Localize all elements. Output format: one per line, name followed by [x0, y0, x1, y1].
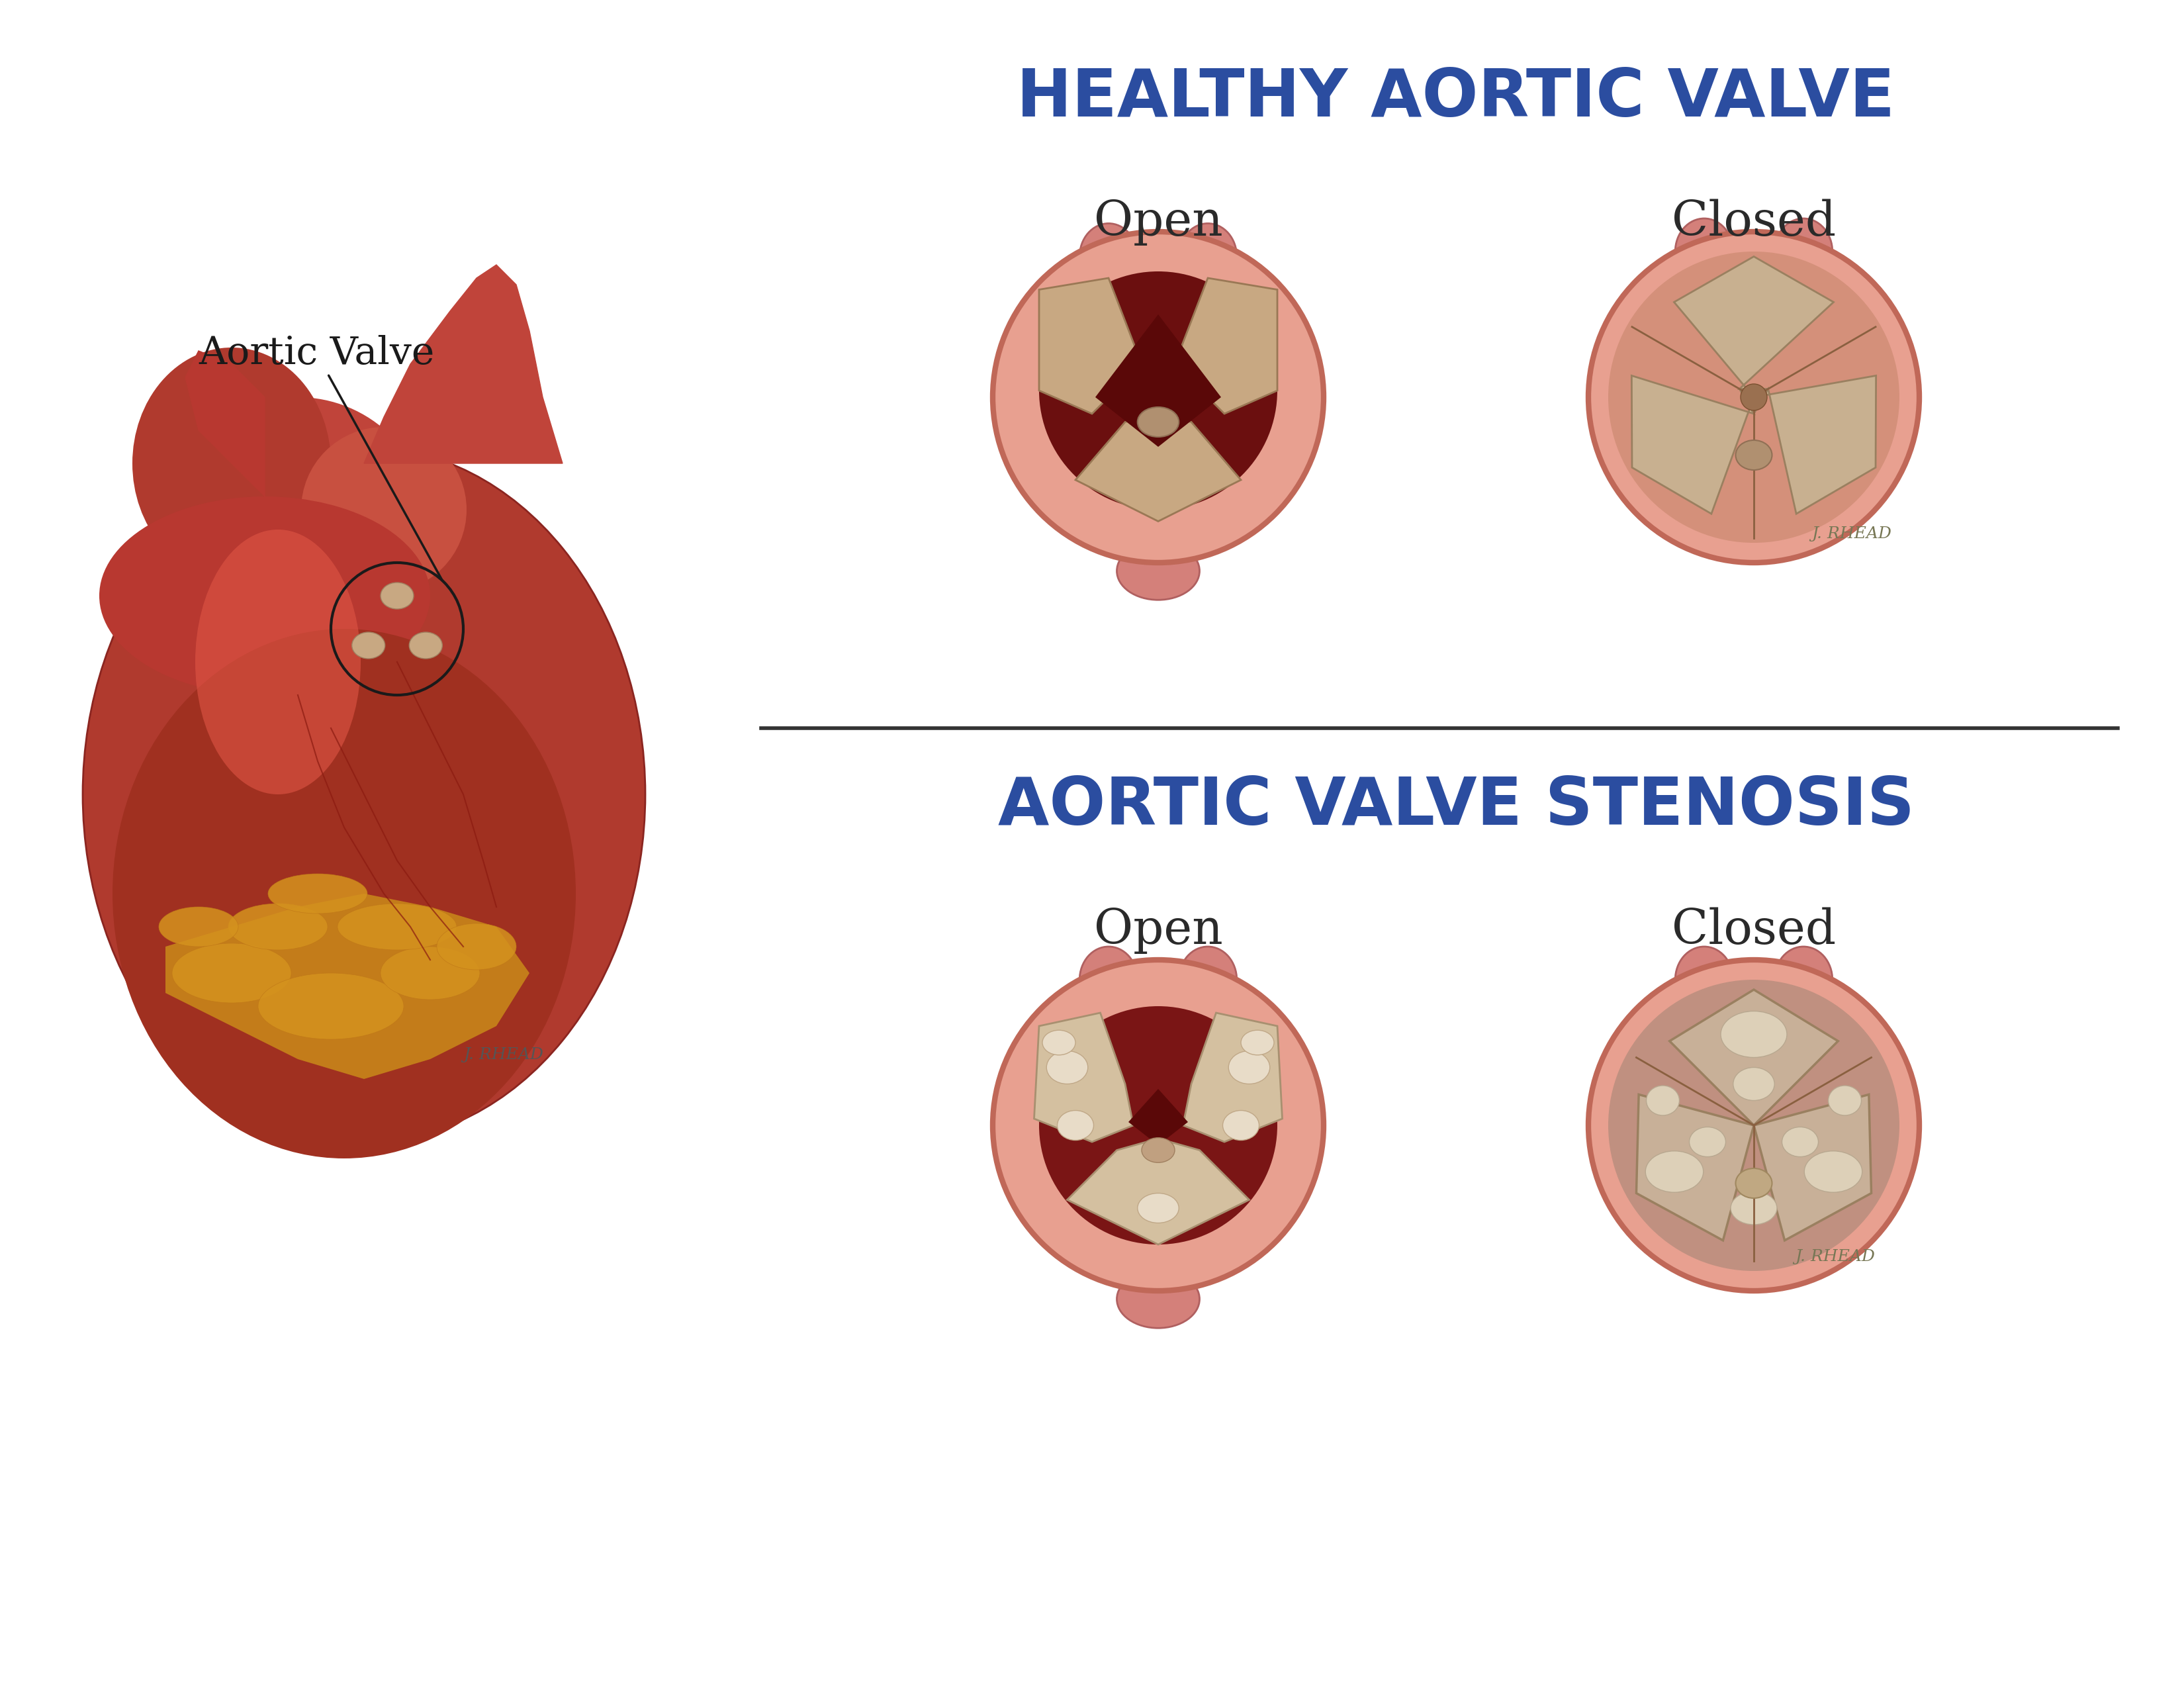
Circle shape: [994, 960, 1324, 1291]
Text: J. RHEAD: J. RHEAD: [463, 1047, 544, 1062]
Ellipse shape: [1734, 1067, 1773, 1101]
Polygon shape: [186, 351, 264, 496]
Polygon shape: [1096, 314, 1221, 447]
Ellipse shape: [194, 530, 360, 795]
Text: AORTIC VALVE STENOSIS: AORTIC VALVE STENOSIS: [998, 775, 1915, 839]
Ellipse shape: [173, 944, 290, 1003]
Ellipse shape: [1736, 1168, 1771, 1198]
Ellipse shape: [1647, 1085, 1679, 1116]
Polygon shape: [1754, 376, 1876, 513]
Ellipse shape: [1116, 542, 1199, 599]
Circle shape: [1588, 231, 1920, 562]
Ellipse shape: [380, 947, 480, 999]
Ellipse shape: [1142, 1138, 1175, 1163]
Text: Open: Open: [1094, 906, 1223, 954]
Polygon shape: [1184, 1013, 1282, 1141]
Polygon shape: [1033, 1013, 1133, 1141]
Ellipse shape: [352, 633, 384, 658]
Polygon shape: [1175, 279, 1278, 414]
Circle shape: [1040, 1006, 1278, 1244]
Ellipse shape: [229, 903, 328, 950]
Ellipse shape: [1736, 441, 1771, 469]
Ellipse shape: [1645, 1151, 1704, 1192]
Ellipse shape: [1773, 947, 1832, 1013]
Circle shape: [1741, 383, 1767, 410]
Ellipse shape: [83, 447, 644, 1141]
Text: J. RHEAD: J. RHEAD: [1795, 1249, 1876, 1264]
Polygon shape: [1040, 279, 1142, 414]
Ellipse shape: [1179, 223, 1236, 290]
Ellipse shape: [1179, 947, 1236, 1013]
Text: HEALTHY AORTIC VALVE: HEALTHY AORTIC VALVE: [1018, 66, 1896, 130]
Polygon shape: [1075, 414, 1241, 522]
Ellipse shape: [114, 630, 577, 1158]
Ellipse shape: [1042, 1030, 1075, 1055]
Ellipse shape: [1773, 218, 1832, 285]
Ellipse shape: [1227, 1052, 1269, 1084]
Ellipse shape: [133, 348, 332, 579]
Ellipse shape: [1675, 947, 1734, 1013]
Ellipse shape: [1138, 1193, 1179, 1224]
Polygon shape: [1068, 1139, 1249, 1244]
Ellipse shape: [1057, 1111, 1094, 1139]
Ellipse shape: [1828, 1085, 1861, 1116]
Ellipse shape: [98, 496, 430, 695]
Text: Closed: Closed: [1671, 906, 1837, 954]
Ellipse shape: [1782, 1128, 1819, 1156]
Polygon shape: [1631, 376, 1754, 513]
Ellipse shape: [1079, 223, 1138, 290]
Ellipse shape: [1079, 947, 1138, 1013]
Ellipse shape: [159, 906, 238, 947]
Circle shape: [1607, 979, 1900, 1271]
Circle shape: [1040, 272, 1278, 510]
Circle shape: [1607, 252, 1900, 544]
Ellipse shape: [301, 427, 467, 592]
Ellipse shape: [1688, 1128, 1725, 1156]
Polygon shape: [166, 893, 529, 1079]
Ellipse shape: [1046, 1052, 1088, 1084]
Ellipse shape: [1730, 1192, 1778, 1224]
Text: Aortic Valve: Aortic Valve: [199, 334, 443, 581]
Polygon shape: [1129, 1089, 1188, 1144]
Polygon shape: [1669, 989, 1839, 1126]
Text: Open: Open: [1094, 199, 1223, 245]
Circle shape: [1588, 960, 1920, 1291]
Polygon shape: [365, 265, 563, 464]
Ellipse shape: [1138, 407, 1179, 437]
Text: Closed: Closed: [1671, 199, 1837, 245]
Polygon shape: [1636, 1094, 1754, 1241]
Ellipse shape: [408, 633, 443, 658]
Ellipse shape: [1223, 1111, 1260, 1139]
Ellipse shape: [380, 582, 413, 609]
Polygon shape: [1675, 257, 1835, 397]
Ellipse shape: [1804, 1151, 1863, 1192]
Polygon shape: [1754, 1094, 1872, 1241]
Ellipse shape: [166, 397, 430, 662]
Ellipse shape: [258, 972, 404, 1040]
Ellipse shape: [269, 874, 367, 913]
Ellipse shape: [1721, 1011, 1787, 1057]
Circle shape: [994, 231, 1324, 562]
Ellipse shape: [1675, 218, 1734, 285]
Ellipse shape: [339, 903, 456, 950]
Ellipse shape: [1241, 1030, 1273, 1055]
Text: J. RHEAD: J. RHEAD: [1813, 527, 1891, 542]
Ellipse shape: [437, 923, 515, 971]
Ellipse shape: [1116, 1269, 1199, 1328]
